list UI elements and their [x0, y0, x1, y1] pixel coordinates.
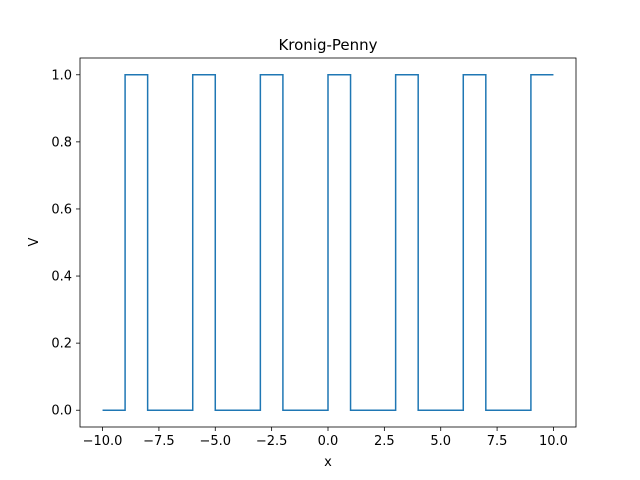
y-tick-label: 0.4	[51, 270, 72, 285]
x-axis-label: x	[324, 455, 332, 470]
y-tick-label: 0.8	[51, 135, 72, 150]
x-tick-label: −2.5	[256, 434, 288, 449]
y-tick-label: 0.6	[51, 202, 72, 217]
y-axis-label: V	[27, 237, 42, 246]
x-tick-label: 2.5	[374, 434, 395, 449]
x-tick-label: −5.0	[199, 434, 231, 449]
plot-area: −10.0 −7.5 −5.0 −2.5 0.0 2.5 5.0 7.5 10.0 0.0 0.2 0…	[51, 57, 577, 449]
y-tick-label: 0.0	[51, 404, 72, 419]
y-tick-label: 0.2	[51, 337, 72, 352]
x-tick-label: −10.0	[83, 434, 123, 449]
y-tick-label: 1.0	[51, 68, 72, 83]
x-tick-label: 0.0	[318, 434, 339, 449]
x-tick-label: 10.0	[539, 434, 568, 449]
x-tick-label: −7.5	[143, 434, 175, 449]
series-line-0	[102, 74, 554, 411]
x-tick-label: 5.0	[430, 434, 451, 449]
chart-title: Kronig-Penny	[278, 36, 377, 54]
x-tick-label: 7.5	[487, 434, 508, 449]
